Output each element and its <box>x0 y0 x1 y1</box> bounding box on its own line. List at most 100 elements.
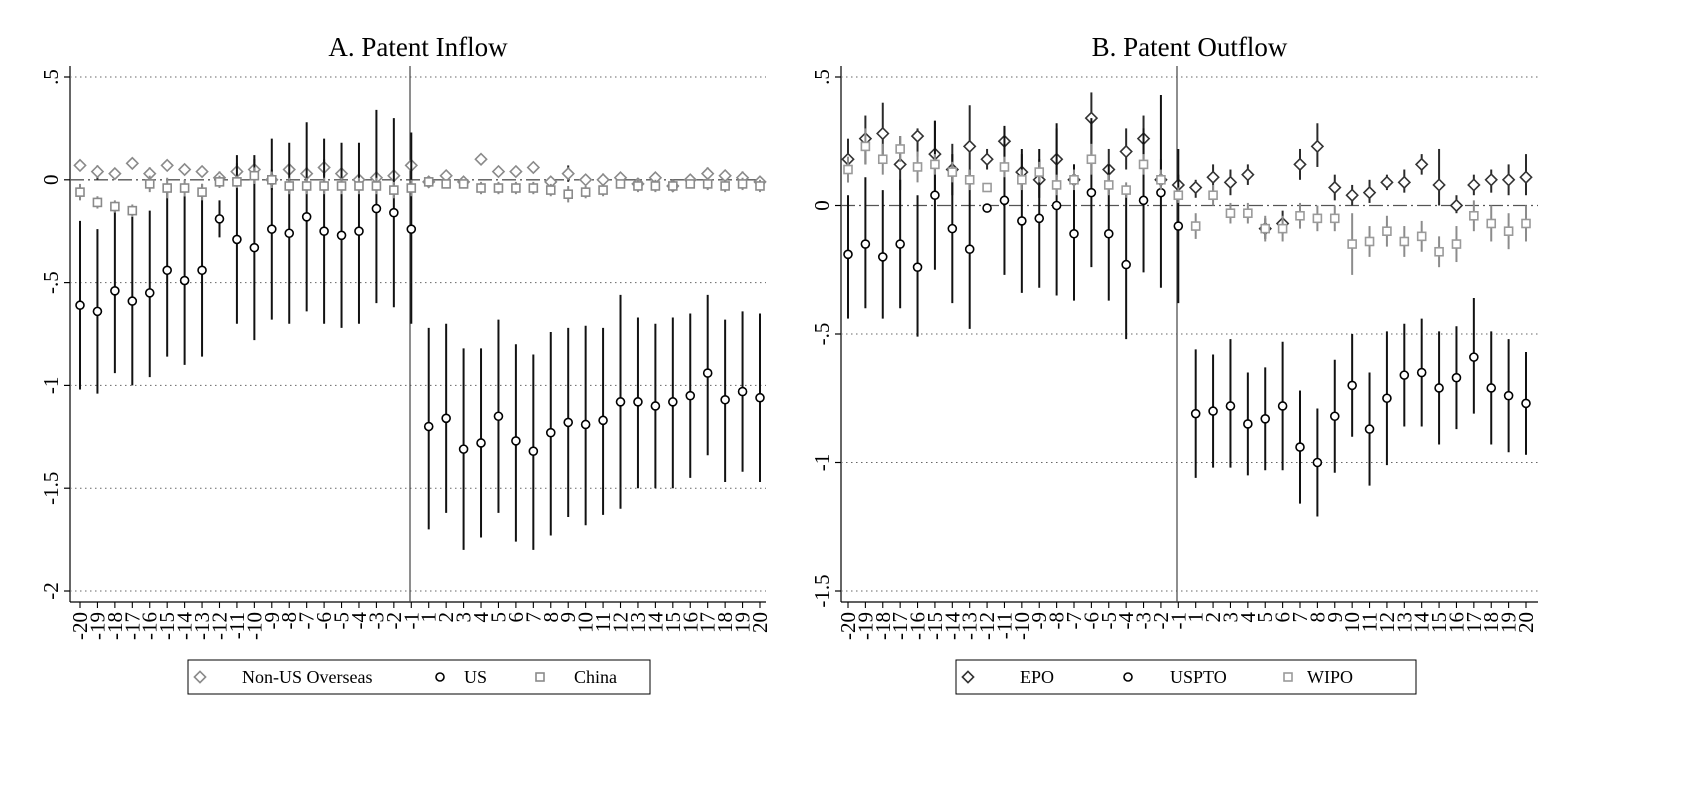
data-point <box>354 226 364 236</box>
x-tick-label: 2 <box>1201 612 1225 623</box>
data-point <box>633 397 643 407</box>
y-tick-label: -.5 <box>810 323 834 346</box>
x-tick-label: 19 <box>1497 612 1521 633</box>
data-point <box>458 444 469 454</box>
series-non-us-overseas <box>73 152 767 193</box>
data-point <box>108 166 122 181</box>
data-point <box>75 300 85 311</box>
data-point <box>371 203 382 214</box>
data-point <box>1362 185 1377 200</box>
data-point <box>1486 218 1497 229</box>
data-point <box>1017 216 1027 226</box>
x-tick-label: 17 <box>1462 612 1486 633</box>
data-point <box>999 162 1010 172</box>
series-wipo <box>843 128 1531 275</box>
data-point <box>179 183 190 193</box>
x-tick-label: -1 <box>399 612 423 630</box>
x-tick-label: -18 <box>871 612 895 640</box>
data-point <box>75 187 85 197</box>
data-point <box>493 183 504 193</box>
data-point <box>232 234 242 245</box>
data-point <box>441 179 451 189</box>
x-tick-label: 15 <box>661 612 685 633</box>
x-tick-label: 6 <box>1271 612 1295 623</box>
data-point <box>1119 144 1133 159</box>
data-point <box>860 141 871 152</box>
y-tick-label: -.5 <box>39 271 63 294</box>
data-point <box>1486 383 1497 393</box>
data-point <box>877 154 888 165</box>
x-tick-label: 16 <box>1444 612 1468 633</box>
x-tick-label: -14 <box>940 612 964 640</box>
x-tick-label: 13 <box>1392 612 1416 633</box>
x-tick-label: 11 <box>591 612 615 632</box>
x-tick-label: -15 <box>155 612 179 640</box>
data-point <box>1399 236 1410 247</box>
data-point <box>1329 411 1340 422</box>
x-tick-label: -7 <box>1062 612 1086 630</box>
data-point <box>1469 352 1479 362</box>
data-point <box>1416 231 1427 242</box>
data-point <box>1103 180 1114 190</box>
data-point <box>423 421 434 432</box>
panel-a-title: A. Patent Inflow <box>328 32 508 62</box>
data-point <box>1469 210 1479 221</box>
x-tick-label: -1 <box>1166 612 1190 630</box>
data-point <box>301 181 312 191</box>
data-point <box>1243 208 1253 219</box>
x-tick-label: -9 <box>1027 612 1051 630</box>
legend-marker <box>1123 672 1133 682</box>
y-tick-label: .5 <box>39 69 63 85</box>
data-point <box>685 179 696 189</box>
x-tick-label: 13 <box>626 612 650 633</box>
x-tick-label: -8 <box>1045 612 1069 630</box>
y-tick-label: 0 <box>810 200 834 211</box>
data-point <box>1382 393 1392 404</box>
data-point <box>1051 200 1062 211</box>
x-tick-label: -4 <box>1114 612 1138 630</box>
data-point <box>1103 228 1114 239</box>
data-point <box>1190 221 1201 231</box>
data-point <box>1364 424 1375 434</box>
legend-marker <box>1283 672 1293 682</box>
panel-a: A. Patent Inflow .50-.5-1-1.5-2-20-19-18… <box>39 32 772 640</box>
x-tick-label: -6 <box>312 612 336 630</box>
data-point <box>895 239 905 249</box>
data-point <box>1467 178 1481 192</box>
x-tick-label: 3 <box>452 612 476 623</box>
data-point <box>1416 367 1427 378</box>
data-point <box>668 397 678 407</box>
data-point <box>685 390 696 401</box>
x-tick-label: -19 <box>85 612 109 640</box>
x-tick-label: -3 <box>1132 612 1156 630</box>
data-point <box>910 129 925 143</box>
y-tick-label: .5 <box>810 69 834 85</box>
data-point <box>1414 157 1429 172</box>
x-tick-label: 6 <box>504 612 528 623</box>
data-point <box>545 185 556 195</box>
x-tick-label: -17 <box>120 612 144 640</box>
x-tick-label: -4 <box>347 612 371 630</box>
x-tick-label: 2 <box>434 612 458 623</box>
panel-b-legend: EPO USPTO WIPO <box>955 659 1417 695</box>
data-point <box>1034 213 1045 224</box>
series-us <box>75 109 765 550</box>
data-point <box>197 265 207 276</box>
series-epo <box>841 92 1533 239</box>
data-point <box>563 189 574 199</box>
x-tick-label: 18 <box>713 612 737 633</box>
x-tick-label: 1 <box>1184 612 1208 623</box>
x-tick-label: -8 <box>277 612 301 630</box>
data-point <box>999 195 1010 206</box>
data-point <box>1190 408 1201 419</box>
data-point <box>860 239 871 249</box>
data-point <box>633 181 643 191</box>
x-tick-label: -5 <box>1097 612 1121 630</box>
x-tick-label: -19 <box>853 612 877 640</box>
x-tick-label: -9 <box>260 612 284 630</box>
data-point <box>92 197 103 208</box>
data-point <box>441 413 451 424</box>
data-point <box>284 228 295 239</box>
data-point <box>266 175 277 185</box>
